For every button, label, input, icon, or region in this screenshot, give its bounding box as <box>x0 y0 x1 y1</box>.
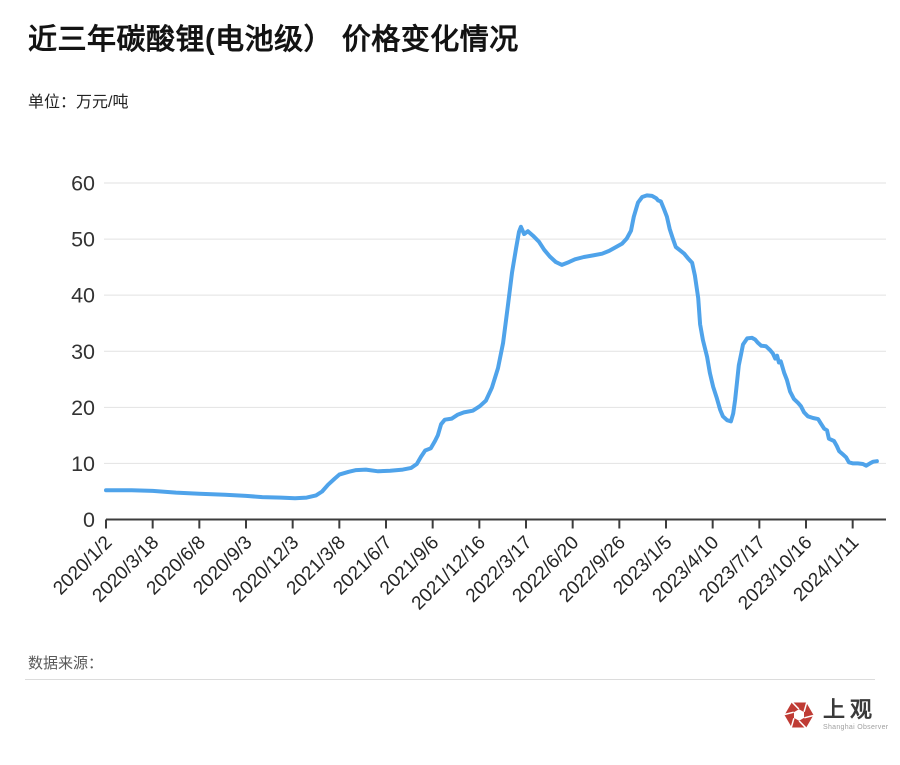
y-tick-label: 50 <box>71 228 95 252</box>
shanghai-observer-logo: 上观 Shanghai Observer <box>784 699 888 731</box>
logo-center-hole <box>793 709 805 721</box>
x-axis-labels: 2020/1/22020/3/182020/6/82020/9/32020/12… <box>49 532 863 614</box>
x-axis <box>105 518 886 529</box>
y-tick-label: 60 <box>71 172 95 196</box>
logo-cn-name: 上观 <box>823 697 878 722</box>
y-tick-label: 20 <box>71 396 95 420</box>
unit-label: 单位：万元/吨 <box>28 94 129 111</box>
y-tick-label: 40 <box>71 284 95 308</box>
logo-en-name: Shanghai Observer <box>823 724 889 731</box>
price-line-series <box>104 193 879 501</box>
footer-divider <box>25 679 875 680</box>
y-tick-label: 30 <box>71 340 95 364</box>
y-tick-label: 10 <box>71 452 95 476</box>
y-tick-label: 0 <box>83 508 95 532</box>
logo-text: 上观 Shanghai Observer <box>823 697 889 732</box>
y-axis-labels: 0 10 20 30 40 50 60 <box>71 172 95 532</box>
gridlines <box>104 182 886 464</box>
logo-pinwheel-icon <box>784 701 814 729</box>
page-title: 近三年碳酸锂(电池级） 价格变化情况 <box>28 24 519 56</box>
logo-aperture-blades <box>784 701 814 729</box>
data-source-label: 数据来源： <box>28 655 104 672</box>
